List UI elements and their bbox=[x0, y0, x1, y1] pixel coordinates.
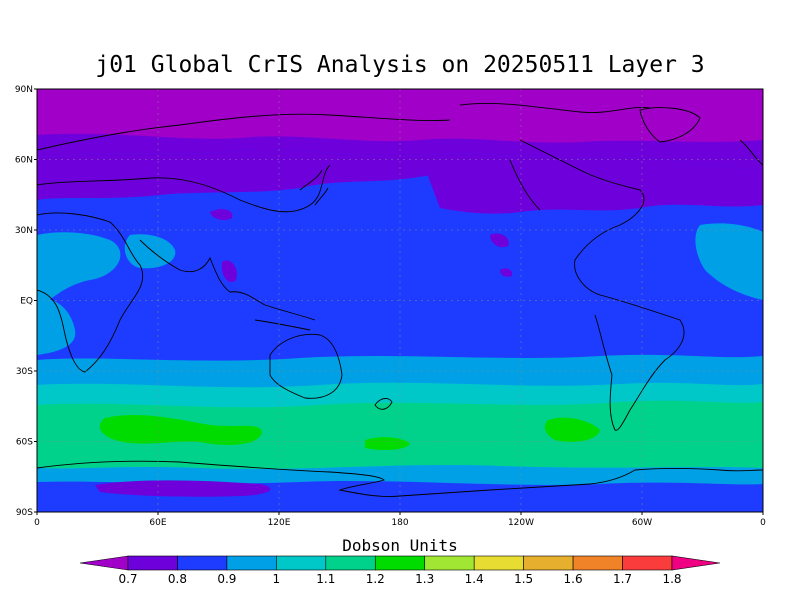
colorbar-segment bbox=[127, 555, 178, 571]
lat-tick-label: 60S bbox=[16, 438, 33, 448]
colorbar-segment bbox=[226, 555, 277, 571]
lat-tick-label: 90S bbox=[16, 508, 33, 518]
longitude-axis: 0 60E 120E 180 120W 60W 0 bbox=[34, 512, 766, 528]
colorbar-segment bbox=[177, 555, 228, 571]
colorbar: 0.7 0.8 0.9 1 1.1 1.2 1.3 1.4 1.5 1.6 1.7 1.8 bbox=[79, 555, 721, 586]
lat-tick-label: 30S bbox=[16, 367, 33, 377]
latitude-axis: 90N 60N 30N EQ 30S 60S 90S bbox=[15, 85, 37, 518]
colorbar-tick-label: 0.9 bbox=[217, 572, 236, 586]
colorbar-tick-label: 0.8 bbox=[168, 572, 187, 586]
lon-tick-label: 0 bbox=[34, 518, 40, 528]
lon-tick-label: 0 bbox=[760, 518, 766, 528]
lon-tick-label: 180 bbox=[391, 518, 408, 528]
colorbar-tick-label: 1.7 bbox=[613, 572, 632, 586]
colorbar-segment bbox=[424, 555, 475, 571]
colorbar-tick-label: 1.8 bbox=[662, 572, 681, 586]
colorbar-tick-label: 0.7 bbox=[118, 572, 137, 586]
colorbar-tick-label: 1.4 bbox=[465, 572, 484, 586]
colorbar-tick-label: 1.5 bbox=[514, 572, 533, 586]
colorbar-tick-label: 1.3 bbox=[415, 572, 434, 586]
colorbar-segment bbox=[276, 555, 327, 571]
colorbar-tick-label: 1.2 bbox=[366, 572, 385, 586]
colorbar-tick-label: 1.6 bbox=[564, 572, 583, 586]
graticule bbox=[37, 89, 763, 512]
colorbar-segment bbox=[523, 555, 574, 571]
map-title: j01 Global CrIS Analysis on 20250511 Lay… bbox=[95, 52, 705, 78]
colorbar-tick-label: 1 bbox=[273, 572, 281, 586]
lat-tick-label: 90N bbox=[15, 85, 33, 95]
colorbar-low-triangle bbox=[79, 555, 129, 571]
colorbar-segment bbox=[325, 555, 376, 571]
coastlines bbox=[37, 102, 763, 497]
lon-tick-label: 60W bbox=[632, 518, 652, 528]
lat-tick-label: 60N bbox=[15, 156, 33, 166]
colorbar-segment bbox=[622, 555, 673, 571]
colorbar-tick-label: 1.1 bbox=[316, 572, 335, 586]
colorbar-label: Dobson Units bbox=[342, 536, 458, 555]
lon-tick-label: 120W bbox=[508, 518, 534, 528]
colorbar-segment bbox=[473, 555, 524, 571]
colorbar-segment bbox=[374, 555, 426, 571]
colorbar-high-triangle bbox=[671, 555, 721, 571]
lat-tick-label: 30N bbox=[15, 226, 33, 236]
lat-tick-label: EQ bbox=[20, 297, 33, 307]
lon-tick-label: 120E bbox=[268, 518, 291, 528]
lon-tick-label: 60E bbox=[149, 518, 166, 528]
colorbar-segment bbox=[572, 555, 623, 571]
